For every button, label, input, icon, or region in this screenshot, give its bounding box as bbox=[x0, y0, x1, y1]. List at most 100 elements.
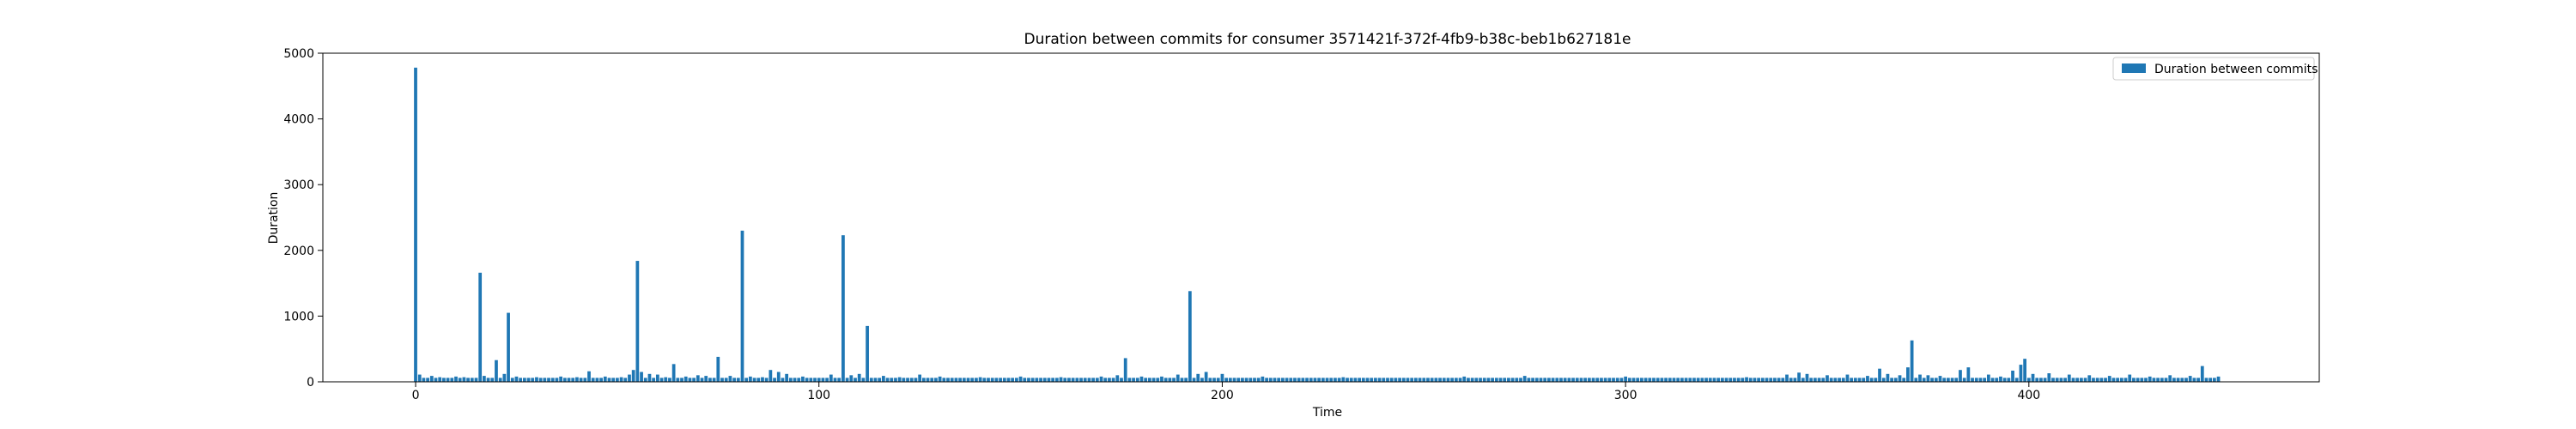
bar bbox=[1785, 374, 1789, 382]
bar bbox=[897, 377, 902, 382]
y-tick-label: 0 bbox=[307, 376, 314, 390]
bar bbox=[1410, 378, 1414, 382]
bar bbox=[821, 378, 825, 382]
bar bbox=[1619, 378, 1624, 382]
bar bbox=[1857, 378, 1862, 382]
bar bbox=[1329, 378, 1334, 382]
bar bbox=[1406, 378, 1410, 382]
bar bbox=[1479, 378, 1482, 382]
bar bbox=[522, 378, 526, 382]
bar bbox=[1668, 378, 1672, 382]
bar bbox=[724, 378, 728, 382]
bar bbox=[1643, 378, 1648, 382]
bar bbox=[640, 372, 643, 382]
bar bbox=[990, 378, 994, 382]
bar bbox=[2047, 373, 2051, 382]
y-tick-label: 1000 bbox=[283, 310, 314, 323]
legend-label: Duration between commits bbox=[2154, 63, 2318, 76]
bar bbox=[1337, 378, 1341, 382]
bar bbox=[857, 373, 861, 382]
bar bbox=[1934, 378, 1938, 382]
bar bbox=[837, 378, 841, 382]
bar bbox=[607, 378, 611, 382]
bar bbox=[934, 378, 938, 382]
bar bbox=[1543, 378, 1547, 382]
bar bbox=[1313, 378, 1317, 382]
bar bbox=[434, 378, 438, 382]
bar bbox=[1160, 376, 1163, 382]
bar bbox=[1906, 367, 1910, 382]
bar bbox=[2208, 378, 2213, 382]
bar bbox=[1995, 378, 1999, 382]
bar bbox=[1947, 378, 1950, 382]
bar bbox=[994, 378, 999, 382]
bar bbox=[2200, 366, 2204, 382]
bar bbox=[817, 378, 821, 382]
bar bbox=[1491, 378, 1494, 382]
bar bbox=[1519, 378, 1522, 382]
y-tick-label: 4000 bbox=[283, 113, 314, 127]
bar bbox=[543, 378, 547, 382]
bar bbox=[2216, 376, 2221, 382]
bar bbox=[1067, 378, 1071, 382]
bar bbox=[902, 378, 906, 382]
bar bbox=[562, 378, 567, 382]
bar bbox=[2160, 378, 2164, 382]
bar bbox=[776, 372, 781, 382]
bar bbox=[2132, 378, 2136, 382]
bar bbox=[1612, 378, 1615, 382]
bar bbox=[1091, 378, 1095, 382]
bar bbox=[2111, 378, 2116, 382]
bar bbox=[942, 378, 946, 382]
bar bbox=[970, 378, 975, 382]
bar bbox=[1890, 378, 1893, 382]
bar bbox=[502, 373, 507, 382]
bar bbox=[683, 376, 688, 382]
bar bbox=[764, 378, 769, 382]
bar bbox=[676, 378, 680, 382]
bar bbox=[647, 373, 652, 382]
bar bbox=[829, 374, 833, 382]
bar bbox=[611, 378, 616, 382]
bar bbox=[716, 356, 720, 382]
bar bbox=[583, 378, 587, 382]
bar bbox=[1765, 378, 1769, 382]
bar bbox=[797, 378, 801, 382]
bar bbox=[1168, 378, 1172, 382]
bar bbox=[978, 377, 982, 382]
bar bbox=[1777, 378, 1781, 382]
chart-title: Duration between commits for consumer 35… bbox=[1024, 31, 1631, 48]
bar bbox=[1265, 378, 1268, 382]
bar bbox=[975, 378, 978, 382]
bar bbox=[1878, 368, 1881, 382]
bar bbox=[559, 376, 562, 382]
bar bbox=[809, 378, 813, 382]
bar bbox=[1204, 372, 1208, 382]
bar bbox=[535, 377, 538, 382]
y-tick-label: 3000 bbox=[283, 178, 314, 192]
bar bbox=[1853, 378, 1857, 382]
bar bbox=[962, 378, 966, 382]
bar bbox=[417, 374, 422, 382]
bar bbox=[1216, 378, 1220, 382]
bar bbox=[1054, 378, 1059, 382]
bar bbox=[2055, 378, 2059, 382]
bar bbox=[1377, 378, 1382, 382]
bar bbox=[708, 378, 712, 382]
bar bbox=[1805, 373, 1809, 382]
bar bbox=[2051, 378, 2055, 382]
bar bbox=[1192, 378, 1196, 382]
bar bbox=[1922, 378, 1926, 382]
bar bbox=[595, 378, 599, 382]
bar bbox=[1474, 378, 1479, 382]
bar bbox=[1660, 378, 1664, 382]
bar bbox=[1220, 373, 1224, 382]
bar bbox=[1414, 378, 1418, 382]
bar bbox=[2104, 378, 2107, 382]
bar bbox=[1615, 378, 1619, 382]
bar bbox=[1607, 378, 1612, 382]
bar bbox=[2071, 378, 2075, 382]
bar bbox=[1108, 378, 1111, 382]
bar bbox=[1829, 378, 1833, 382]
bar bbox=[1716, 378, 1721, 382]
